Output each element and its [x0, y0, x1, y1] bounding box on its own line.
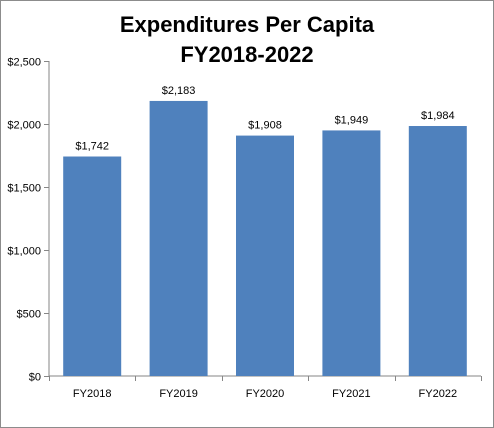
y-tick-label: $2,000	[7, 120, 41, 132]
data-label: $1,949	[335, 114, 369, 126]
y-tick-label: $500	[17, 309, 41, 321]
x-category-label: FY2019	[159, 388, 198, 400]
bar-fy2021	[322, 130, 381, 376]
x-category-label: FY2018	[73, 388, 112, 400]
x-category-label: FY2020	[246, 388, 285, 400]
data-label: $1,742	[75, 141, 109, 153]
bar-fy2018	[63, 156, 122, 376]
data-label: $1,984	[421, 110, 455, 122]
y-tick-label: $1,500	[7, 183, 41, 195]
bar-fy2019	[149, 100, 208, 376]
y-tick-label: $2,500	[7, 57, 41, 69]
bar-fy2022	[408, 126, 467, 377]
chart-title: Expenditures Per Capita FY2018-2022	[0, 10, 494, 70]
y-tick-label: $0	[29, 372, 41, 384]
y-tick-label: $1,000	[7, 246, 41, 258]
chart-title-line-2: FY2018-2022	[180, 42, 314, 67]
bar-fy2020	[236, 135, 294, 376]
data-label: $1,908	[248, 120, 282, 132]
chart-title-line-1: Expenditures Per Capita	[119, 12, 375, 37]
x-category-label: FY2022	[419, 388, 458, 400]
x-category-label: FY2021	[332, 388, 371, 400]
data-label: $2,183	[162, 85, 196, 97]
